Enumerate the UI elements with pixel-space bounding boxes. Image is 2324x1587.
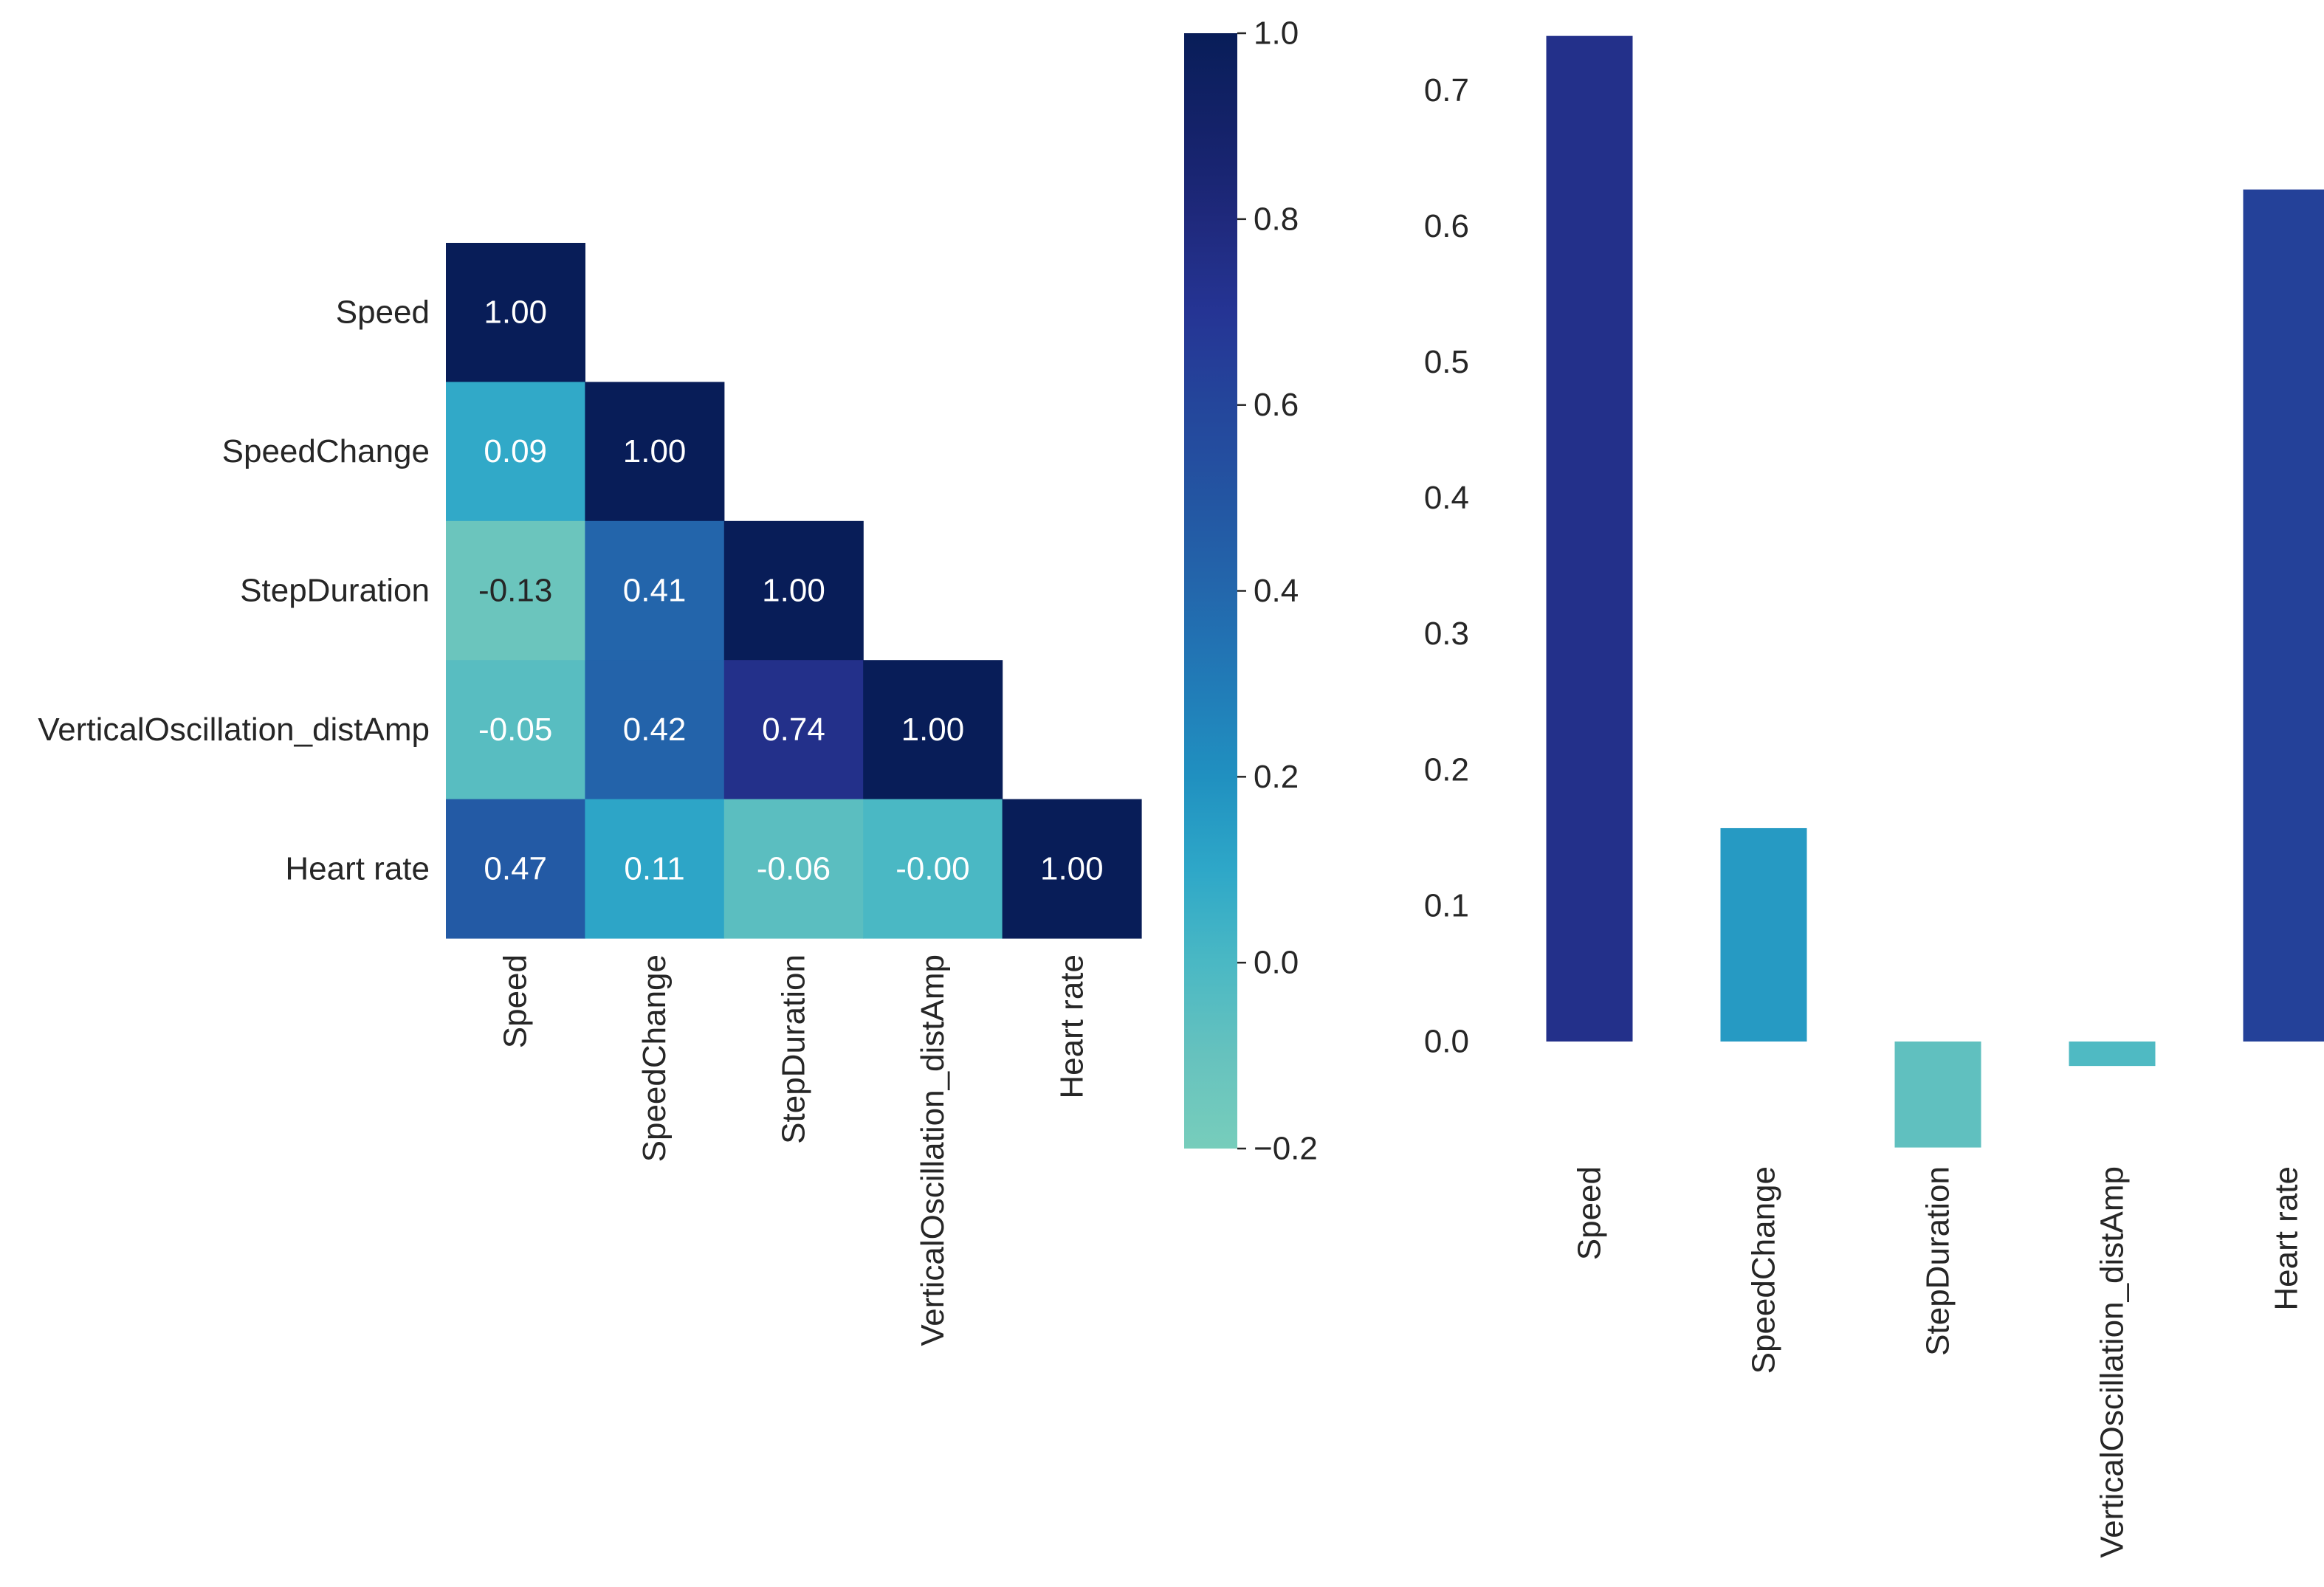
heatmap-cell (585, 660, 725, 800)
heatmap-cell (446, 520, 585, 661)
heatmap-col-label: VerticalOscillation_distAmp (915, 954, 951, 1346)
heatmap-row-label: VerticalOscillation_distAmp (38, 712, 430, 748)
heatmap-row-label: StepDuration (240, 573, 430, 609)
heatmap-cell (723, 799, 864, 939)
heatmap-cell (585, 799, 725, 939)
heatmap-cell (585, 382, 725, 522)
heatmap-cell (446, 799, 585, 939)
heatmap-colorbar: −0.2 0.0 0.2 0.4 0.6 0.8 1.0 (1184, 16, 1318, 1167)
colorbar-tick-label: −0.2 (1254, 1131, 1318, 1167)
heatmap-row-label: Heart rate (285, 850, 430, 887)
bar-y-tick-label: 0.3 (1424, 616, 1469, 652)
heatmap-cell (723, 660, 864, 800)
heatmap-cell-label: 1.00 (1040, 850, 1104, 887)
bar (2243, 189, 2324, 1042)
colorbar-tick-label: 0.8 (1254, 201, 1299, 237)
heatmap-cell (446, 243, 585, 382)
bar-y-tick-label: 0.5 (1424, 344, 1469, 380)
heatmap-cell-label: -0.13 (478, 573, 552, 609)
bar-y-tick-label: 0.4 (1424, 480, 1469, 516)
heatmap-cell (585, 520, 725, 661)
heatmap-cell-label: 1.00 (901, 712, 965, 748)
heatmap-cell (863, 799, 1003, 939)
colorbar-tick-label: 0.6 (1254, 387, 1299, 423)
heatmap-col-label: Speed (498, 954, 534, 1048)
heatmap-cell-label: -0.06 (757, 850, 831, 887)
heatmap-cell-label: 1.00 (484, 295, 547, 331)
heatmap-cell-label: 1.00 (623, 433, 687, 469)
bar (1720, 827, 1807, 1042)
correlation-heatmap: 1.00 0.09 1.00 -0.13 0.41 1.00 -0.05 0.42 0.74 1.… (38, 243, 1142, 1346)
heatmap-cell-label: 0.42 (623, 712, 687, 748)
heatmap-cell-label: 0.11 (624, 850, 684, 887)
bar-y-tick-label: 0.6 (1424, 208, 1469, 244)
bar (1546, 35, 1633, 1042)
bar-y-tick-label: 0.7 (1424, 72, 1469, 109)
heatmap-cell-label: -0.05 (478, 712, 552, 748)
bar-x-tick-label: Heart rate (2269, 1166, 2305, 1311)
bar-x-tick-label: SpeedChange (1746, 1166, 1782, 1374)
bar-x-tick-label: VerticalOscillation_distAmp (2094, 1166, 2131, 1558)
colorbar-tick-label: 0.2 (1254, 759, 1299, 795)
bar-y-tick-label: 0.1 (1424, 887, 1469, 923)
colorbar-tick-label: 0.0 (1254, 945, 1299, 981)
correlation-bar-chart: 0.0 0.1 0.2 0.3 0.4 0.5 0.6 0.7 Speed SpeedChange… (1424, 35, 2324, 1558)
bar-x-tick-label: StepDuration (1920, 1166, 1956, 1356)
bar (1894, 1042, 1981, 1148)
bar-y-tick-label: 0.2 (1424, 751, 1469, 788)
bar-y-tick-label: 0.0 (1424, 1024, 1469, 1060)
heatmap-row-label: Speed (336, 295, 430, 331)
heatmap-col-label: Heart rate (1053, 954, 1090, 1099)
heatmap-cell (723, 520, 864, 661)
bar-x-tick-label: Speed (1572, 1166, 1608, 1260)
bar (2069, 1042, 2156, 1067)
heatmap-row-label: SpeedChange (222, 433, 430, 469)
colorbar-bar (1184, 33, 1237, 1149)
heatmap-cell (446, 660, 585, 800)
colorbar-tick-label: 0.4 (1254, 573, 1299, 609)
heatmap-cell-label: 1.00 (762, 573, 825, 609)
heatmap-cell (863, 660, 1003, 800)
heatmap-col-label: SpeedChange (636, 954, 673, 1162)
heatmap-cell (446, 382, 585, 522)
colorbar-tick-label: 1.0 (1254, 16, 1299, 52)
heatmap-cell-label: 0.41 (623, 573, 687, 609)
heatmap-col-label: StepDuration (776, 954, 812, 1144)
heatmap-cell (1002, 799, 1142, 939)
heatmap-cell-label: -0.00 (895, 850, 969, 887)
heatmap-cell-label: 0.09 (484, 433, 547, 469)
heatmap-cell-label: 0.47 (484, 850, 547, 887)
heatmap-cell-label: 0.74 (762, 712, 825, 748)
